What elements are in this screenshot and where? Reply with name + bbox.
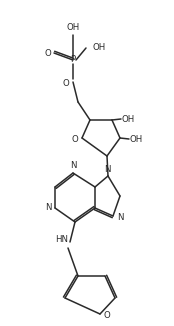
Text: OH: OH <box>129 135 143 143</box>
Text: O: O <box>72 135 78 143</box>
Text: N: N <box>117 213 123 221</box>
Text: OH: OH <box>92 43 106 52</box>
Text: O: O <box>104 310 110 319</box>
Text: N: N <box>45 203 51 213</box>
Text: N: N <box>70 161 76 170</box>
Text: HN: HN <box>56 235 69 244</box>
Text: O: O <box>45 49 51 57</box>
Text: P: P <box>70 55 76 65</box>
Text: N: N <box>104 165 110 173</box>
Text: O: O <box>63 79 69 87</box>
Text: OH: OH <box>66 22 80 32</box>
Text: OH: OH <box>121 114 135 124</box>
